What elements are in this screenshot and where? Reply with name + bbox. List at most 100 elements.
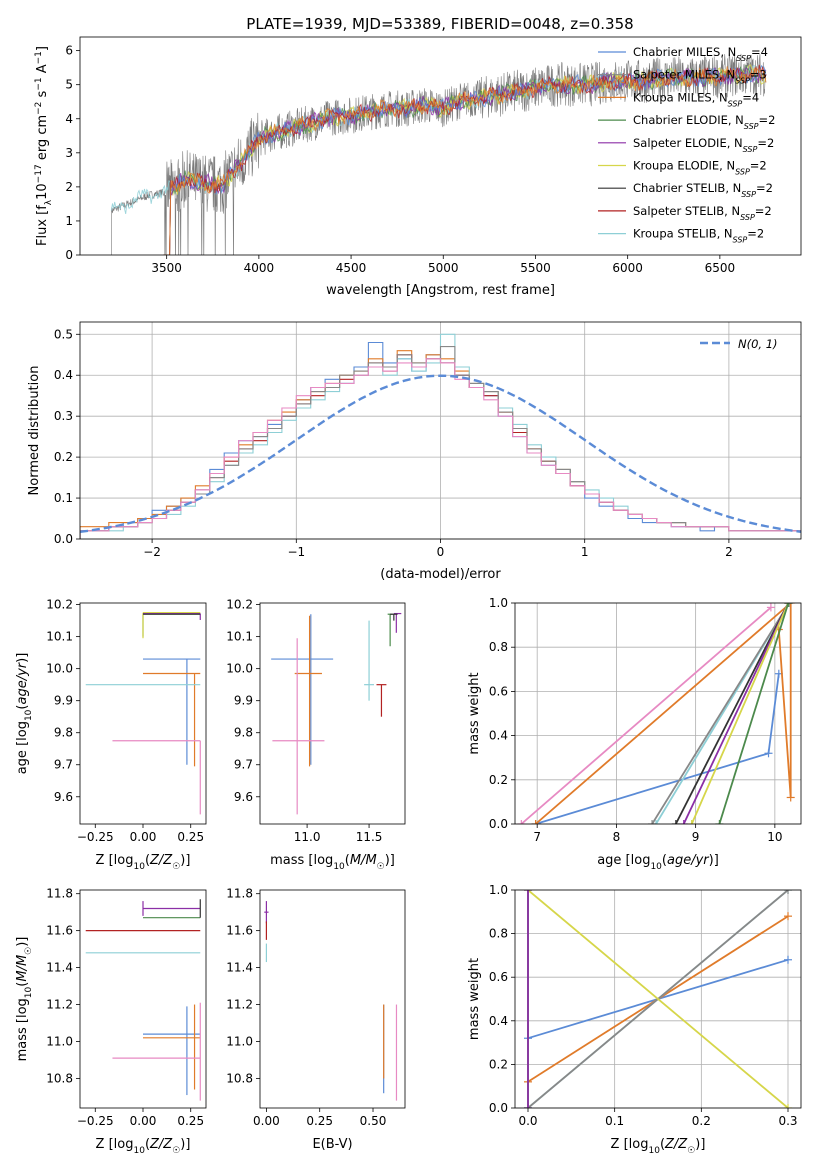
- plot-area: [517, 603, 795, 824]
- label-part: A: [35, 64, 50, 77]
- label-part: −17: [34, 164, 44, 183]
- label-part: 10: [35, 183, 50, 200]
- legend-label: Kroupa ELODIE, NSSP=2: [633, 159, 767, 177]
- x-tick-label: 0.00: [130, 830, 157, 844]
- x-tick-label: −0.25: [77, 830, 114, 844]
- y-tick-label: 11.4: [46, 961, 73, 975]
- plot-area: [80, 333, 801, 539]
- label-part: 10: [133, 1146, 145, 1156]
- label-part: mass weight: [467, 672, 482, 754]
- legend-label: Kroupa MILES, NSSP=4: [633, 90, 759, 108]
- x-tick-label: 0.1: [605, 1114, 624, 1128]
- label-part: 10: [24, 709, 34, 721]
- x-tick-label: 6500: [705, 261, 736, 275]
- y-tick-label: 9.7: [54, 758, 73, 772]
- label-part: −2: [34, 102, 44, 115]
- label-part: Z [log: [96, 1137, 134, 1152]
- legend-label: Chabrier MILES, NSSP=4: [633, 45, 768, 63]
- x-axis-label: (data-model)/error: [380, 567, 501, 582]
- x-tick-label: 5000: [428, 261, 459, 275]
- legend-sub: SSP: [728, 99, 743, 108]
- y-tick-label: 0.4: [54, 368, 73, 382]
- plot-area: [85, 612, 201, 815]
- legend-label: Kroupa STELIB, NSSP=2: [633, 227, 764, 245]
- label-part: age [log: [597, 853, 650, 868]
- label-part: ☉: [377, 862, 385, 872]
- y-tick-label: 0.0: [489, 817, 508, 831]
- label-part: Flux [f: [35, 205, 50, 246]
- x-tick-label: 0.0: [518, 1114, 537, 1128]
- axes-frame: [259, 602, 406, 825]
- y-tick-label: 0.0: [489, 1101, 508, 1115]
- label-part: age [log: [15, 721, 30, 774]
- label-part: s: [35, 90, 50, 101]
- y-tick-label: 10.8: [226, 1071, 253, 1085]
- legend: Chabrier MILES, NSSP=4 Salpeter MILES, N S…: [598, 45, 775, 244]
- axes-frame: [514, 889, 802, 1109]
- y-tick-label: 0.6: [489, 684, 508, 698]
- mass-vs-ebv-panel: 0.00 0.25 0.50 10.8 11.0 11.2 11.4 11.6 11.8 E(B-…: [226, 887, 406, 1152]
- y-tick-label: 3: [65, 146, 73, 160]
- legend-text: Chabrier ELODIE, N: [633, 113, 744, 127]
- legend-text: Kroupa MILES, N: [633, 90, 728, 104]
- label-part: 10: [648, 1146, 660, 1156]
- x-tick-label: 0.25: [177, 1114, 204, 1128]
- weight-vs-metallicity-panel: 0.0 0.1 0.2 0.3 0.0 0.2 0.4 0.6 0.8 1.0 Z [log10(Z…: [467, 883, 802, 1156]
- plot-area: [264, 901, 398, 1101]
- label-part: wavelength [Angstrom, rest frame]: [326, 283, 555, 298]
- label-part: mass [log: [270, 853, 333, 868]
- label-part: mass [log: [15, 998, 30, 1061]
- label-part: )]: [180, 1137, 190, 1152]
- y-tick-label: 11.2: [46, 998, 73, 1012]
- y-tick-label: 11.6: [226, 924, 253, 938]
- x-tick-label: 0: [437, 545, 445, 559]
- y-tick-label: 0.1: [54, 491, 73, 505]
- x-tick-label: 7: [533, 830, 541, 844]
- label-part: Z/Z: [149, 1137, 173, 1152]
- legend-tail: =2: [759, 113, 776, 127]
- x-tick-label: 0.3: [778, 1114, 797, 1128]
- y-tick-label: 11.4: [226, 961, 253, 975]
- x-tick-label: 10: [767, 830, 782, 844]
- label-part: age/yr: [15, 661, 30, 704]
- y-tick-label: 10.2: [46, 598, 73, 612]
- axes-frame: [79, 602, 207, 825]
- label-part: (: [145, 1137, 150, 1152]
- label-part: (data-model)/error: [380, 567, 501, 582]
- x-tick-label: 8: [613, 830, 621, 844]
- y-tick-label: 11.0: [226, 1034, 253, 1048]
- label-part: Z/Z: [149, 853, 173, 868]
- label-part: )]: [15, 937, 30, 947]
- y-tick-label: 10.0: [46, 662, 73, 676]
- x-tick-label: 4000: [244, 261, 275, 275]
- legend-label: Chabrier ELODIE, NSSP=2: [633, 113, 775, 131]
- legend-tail: =2: [756, 181, 773, 195]
- legend-text: Salpeter MILES, N: [633, 68, 735, 82]
- label-part: λ: [44, 199, 54, 205]
- y-tick-label: 11.8: [226, 887, 253, 901]
- legend-tail: =4: [742, 90, 759, 104]
- label-part: )]: [385, 853, 395, 868]
- spectrum-data-line: [110, 53, 766, 255]
- y-tick-label: 1: [65, 214, 73, 228]
- label-part: 10: [133, 862, 145, 872]
- y-axis-label: Flux [fλ10−17 erg cm−2 s−1 A−1]: [34, 46, 54, 246]
- label-part: Z/Z: [664, 1137, 688, 1152]
- y-tick-label: 0.3: [54, 409, 73, 423]
- label-part: −1: [34, 51, 44, 64]
- x-axis-label: wavelength [Angstrom, rest frame]: [326, 283, 555, 298]
- x-axis-label: mass [log10(M/M☉)]: [270, 853, 395, 872]
- y-tick-label: 10.0: [226, 662, 253, 676]
- y-tick-label: 0.8: [489, 927, 508, 941]
- y-tick-label: 0.0: [54, 532, 73, 546]
- x-tick-label: 0.00: [130, 1114, 157, 1128]
- y-tick-label: 11.8: [46, 887, 73, 901]
- legend-tail: =3: [750, 68, 767, 82]
- x-tick-label: 1: [581, 545, 589, 559]
- y-tick-label: 5: [65, 78, 73, 92]
- x-tick-label: 0.25: [306, 1114, 333, 1128]
- y-tick-label: 0.2: [54, 450, 73, 464]
- legend-text: Salpeter STELIB, N: [633, 204, 740, 218]
- y-axis-label: mass [log10(M/M☉)]: [15, 937, 34, 1062]
